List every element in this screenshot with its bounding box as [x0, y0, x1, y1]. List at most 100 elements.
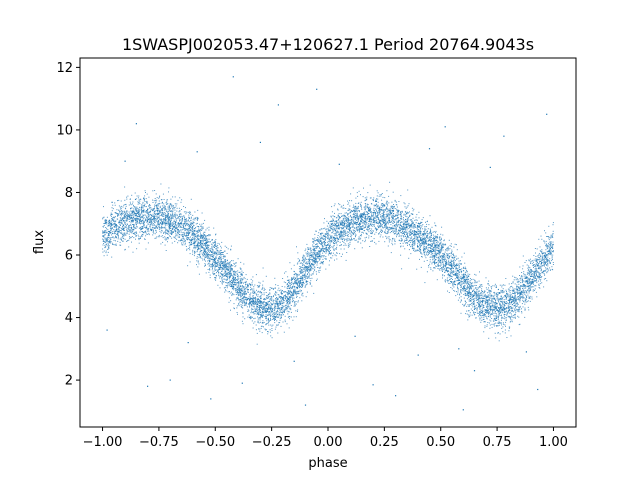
data-point	[517, 288, 519, 290]
data-point	[242, 285, 244, 287]
data-point	[403, 214, 405, 216]
data-point	[202, 238, 204, 239]
data-point	[350, 228, 351, 230]
data-point	[449, 248, 451, 250]
data-point	[476, 287, 478, 289]
data-point	[253, 290, 255, 292]
data-point	[208, 258, 210, 260]
data-point	[364, 241, 366, 243]
data-point	[547, 256, 549, 258]
data-point	[533, 265, 535, 267]
data-point	[453, 259, 455, 261]
data-point	[499, 298, 501, 300]
data-point	[168, 217, 170, 219]
data-point	[453, 264, 454, 266]
data-point	[509, 287, 511, 289]
data-point	[342, 241, 344, 242]
data-point	[224, 263, 226, 265]
data-point	[212, 267, 213, 269]
data-point	[474, 291, 475, 292]
data-point	[365, 222, 367, 224]
data-point	[513, 300, 515, 302]
data-point	[349, 235, 351, 237]
data-point	[258, 285, 260, 287]
data-point	[171, 229, 172, 231]
data-point	[106, 223, 108, 225]
data-point	[329, 225, 331, 227]
data-point	[201, 252, 203, 254]
data-point	[448, 276, 450, 278]
data-point	[429, 240, 431, 242]
data-point	[294, 301, 296, 303]
data-point	[132, 224, 133, 225]
data-point	[192, 251, 194, 253]
data-point	[386, 238, 388, 240]
data-point	[550, 262, 551, 264]
data-point	[478, 306, 480, 308]
data-point	[373, 221, 375, 223]
data-point	[135, 213, 137, 214]
data-point	[103, 243, 105, 244]
data-point	[529, 290, 531, 292]
data-point	[117, 228, 119, 230]
data-point	[291, 277, 293, 278]
data-point	[432, 240, 434, 242]
data-point	[148, 219, 149, 221]
data-point	[546, 272, 548, 274]
data-point	[505, 298, 507, 300]
data-point	[242, 292, 244, 294]
data-point	[392, 238, 394, 240]
data-point	[161, 221, 163, 223]
data-point	[273, 314, 275, 316]
data-point	[212, 254, 214, 256]
data-point	[196, 218, 198, 220]
data-point	[416, 231, 417, 233]
data-point	[152, 231, 154, 233]
data-point	[290, 311, 292, 313]
data-point	[312, 273, 314, 275]
data-point	[236, 291, 238, 293]
data-point	[483, 300, 485, 302]
data-point	[535, 285, 537, 287]
data-point	[130, 214, 132, 216]
data-point	[405, 231, 407, 233]
data-point	[215, 256, 217, 258]
data-point	[448, 261, 450, 263]
data-point	[223, 264, 225, 266]
data-point	[499, 292, 500, 293]
data-point	[536, 269, 537, 271]
data-point	[494, 312, 496, 314]
data-point	[233, 284, 235, 286]
data-point	[236, 293, 238, 295]
data-point	[256, 301, 258, 303]
data-point	[416, 249, 418, 251]
data-point	[271, 311, 273, 313]
data-point	[481, 297, 483, 299]
data-point	[188, 214, 190, 216]
data-point	[351, 239, 352, 241]
data-point	[426, 243, 427, 245]
data-point	[279, 311, 281, 313]
data-point	[320, 228, 322, 230]
data-point	[374, 233, 376, 235]
data-point	[540, 263, 542, 265]
data-point	[276, 324, 277, 326]
data-point	[347, 219, 349, 221]
data-point	[469, 300, 471, 302]
data-point	[231, 284, 233, 286]
data-point	[546, 264, 547, 266]
data-point	[230, 275, 232, 277]
data-point	[444, 261, 446, 263]
data-point	[296, 278, 298, 280]
data-point	[223, 275, 224, 277]
data-point	[494, 298, 496, 300]
data-point	[389, 181, 391, 183]
data-point	[341, 205, 343, 207]
data-point	[154, 216, 156, 218]
data-point	[225, 275, 227, 277]
data-point	[536, 278, 538, 280]
data-point	[510, 318, 512, 320]
data-point	[439, 244, 441, 246]
data-point	[330, 240, 332, 241]
data-point	[503, 290, 505, 292]
